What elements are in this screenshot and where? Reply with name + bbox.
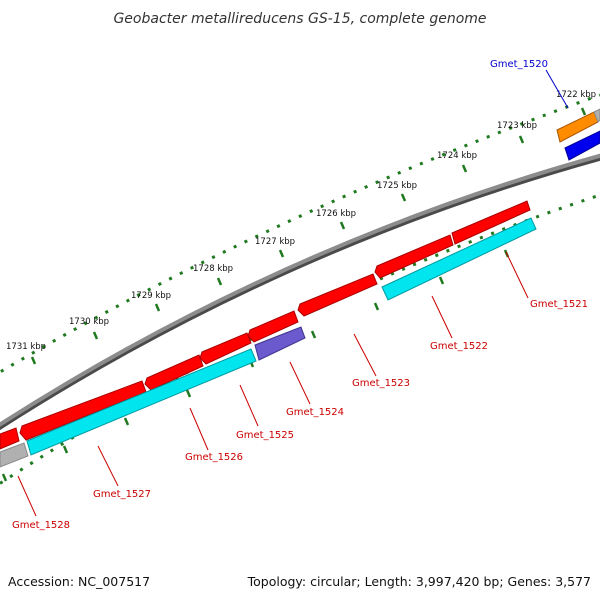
gene-feature-gmet-1528[interactable] — [0, 427, 20, 450]
major-tick — [461, 164, 468, 173]
gene-feature-cyan-1[interactable] — [381, 217, 537, 301]
label-leaders — [17, 69, 569, 517]
gene-feature-cyan-2[interactable] — [26, 348, 257, 456]
major-ticks — [30, 107, 587, 365]
forward-strand-track — [0, 108, 600, 450]
accession-text: Accession: NC_007517 — [8, 574, 150, 589]
major-tick — [580, 107, 587, 116]
major-tick — [216, 277, 223, 286]
gene-label-gmet-1524[interactable]: Gmet_1524 — [286, 407, 344, 418]
gene-feature-blue[interactable] — [564, 130, 600, 161]
backbone-shadow — [0, 154, 600, 431]
inner-major-tick — [62, 445, 69, 454]
leader-gmet-1527 — [97, 445, 119, 487]
major-tick — [154, 303, 161, 312]
genome-backbone — [0, 153, 600, 427]
inner-major-tick — [310, 330, 317, 339]
leader-gmet-1526 — [189, 407, 209, 451]
leader-gmet-1520 — [545, 69, 569, 109]
major-tick — [30, 356, 37, 365]
leader-gmet-1525 — [239, 384, 259, 427]
gene-label-gmet-1520[interactable]: Gmet_1520 — [490, 59, 548, 70]
gene-label-gmet-1526[interactable]: Gmet_1526 — [185, 452, 243, 463]
gene-feature-purple[interactable] — [254, 326, 306, 361]
outer-tick-ring — [0, 93, 600, 374]
scale-label-1731: 1731 kbp — [6, 342, 46, 352]
gene-label-gmet-1523[interactable]: Gmet_1523 — [352, 378, 410, 389]
scale-label-1728: 1728 kbp — [193, 264, 233, 274]
leader-gmet-1522 — [431, 295, 453, 339]
gene-feature-grey-top[interactable] — [593, 108, 600, 123]
leader-gmet-1523 — [353, 333, 377, 377]
scale-label-1729: 1729 kbp — [131, 291, 171, 301]
gene-feature-gmet-1526[interactable] — [144, 354, 204, 391]
major-tick — [339, 221, 346, 230]
leader-gmet-1524 — [289, 361, 311, 405]
scale-labels: 1722 kbp 1723 kbp 1724 kbp 1725 kbp 1726… — [6, 90, 596, 352]
map-title: Geobacter metallireducens GS-15, complet… — [113, 11, 486, 27]
inner-major-tick — [1, 473, 8, 482]
inner-major-tick — [373, 302, 380, 311]
major-tick — [518, 135, 525, 144]
gene-feature-gmet-1521[interactable] — [451, 200, 531, 245]
scale-label-1730: 1730 kbp — [69, 317, 109, 327]
scale-label-1722: 1722 kbp — [556, 90, 596, 100]
gene-label-gmet-1522[interactable]: Gmet_1522 — [430, 341, 488, 352]
inner-major-ticks — [1, 249, 510, 482]
scale-label-1724: 1724 kbp — [437, 151, 477, 161]
leader-gmet-1521 — [505, 251, 529, 299]
genome-summary-text: Topology: circular; Length: 3,997,420 bp… — [247, 574, 591, 589]
gene-feature-gmet-1527[interactable] — [19, 380, 147, 441]
gene-label-gmet-1528[interactable]: Gmet_1528 — [12, 520, 70, 531]
scale-label-1723: 1723 kbp — [497, 121, 537, 131]
gene-labels: Gmet_1520 Gmet_1521 Gmet_1522 Gmet_1523 … — [12, 59, 588, 531]
scale-label-1727: 1727 kbp — [255, 237, 295, 247]
gene-label-gmet-1521[interactable]: Gmet_1521 — [530, 299, 588, 310]
inner-major-tick — [438, 276, 445, 285]
gene-label-gmet-1525[interactable]: Gmet_1525 — [236, 430, 294, 441]
gene-feature-gmet-1522[interactable] — [374, 234, 454, 279]
major-tick — [400, 193, 407, 202]
major-tick — [278, 249, 285, 258]
inner-major-tick — [123, 417, 130, 426]
gene-feature-grey-left[interactable] — [0, 442, 29, 468]
inner-major-tick — [185, 389, 192, 398]
gene-feature-gmet-1525[interactable] — [199, 332, 252, 365]
scale-label-1725: 1725 kbp — [377, 181, 417, 191]
gene-feature-gmet-1523[interactable] — [297, 273, 378, 317]
gene-label-gmet-1527[interactable]: Gmet_1527 — [93, 489, 151, 500]
reverse-strand-track — [0, 130, 600, 468]
major-tick — [92, 331, 99, 340]
scale-label-1726: 1726 kbp — [316, 209, 356, 219]
leader-gmet-1528 — [17, 475, 37, 517]
